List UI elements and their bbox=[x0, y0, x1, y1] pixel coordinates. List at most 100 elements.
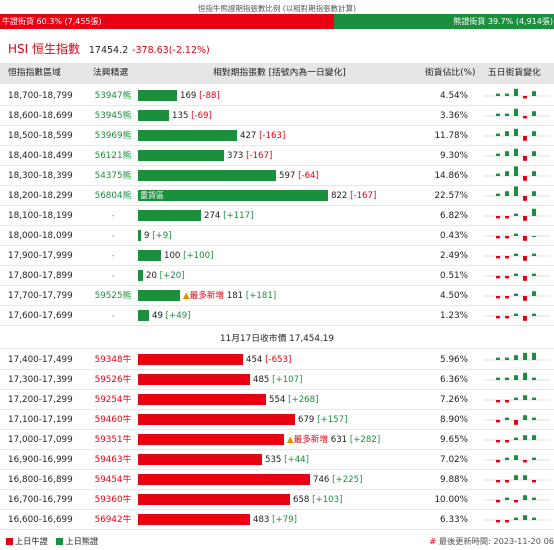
spark-bar bbox=[496, 400, 500, 403]
spark-bar bbox=[496, 480, 500, 483]
spark-bar bbox=[523, 352, 527, 360]
table-row: 16,600-16,699 56942牛 483 [+79] 6.33% bbox=[0, 510, 554, 530]
spark-bar bbox=[514, 213, 518, 216]
range-cell: 17,600-17,699 bbox=[8, 311, 73, 321]
spark-chart bbox=[484, 495, 550, 503]
spark-bar bbox=[532, 313, 536, 316]
warrant-code-link[interactable]: 59463牛 bbox=[94, 455, 132, 465]
five-day-spark bbox=[484, 206, 550, 226]
table-row: 16,900-16,999 59463牛 535 [+44] 7.02% bbox=[0, 450, 554, 470]
warrant-code-link[interactable]: 56804熊 bbox=[94, 191, 132, 201]
header-spark: 五日街貨變化 bbox=[488, 68, 541, 78]
warrant-code-link[interactable]: 56121熊 bbox=[94, 151, 132, 161]
share-pct: 22.57% bbox=[434, 191, 468, 201]
contract-bar bbox=[138, 494, 290, 505]
spark-bar bbox=[505, 151, 509, 156]
spark-bar bbox=[523, 96, 527, 99]
range-cell: 17,400-17,499 bbox=[8, 355, 73, 365]
ratio-title: 恒指牛熊證期指張數比例 (以相對期指張數計算) bbox=[197, 4, 357, 13]
spark-bar bbox=[514, 397, 518, 400]
warrant-code-link[interactable]: 59360牛 bbox=[94, 495, 132, 505]
share-pct: 7.26% bbox=[440, 395, 468, 405]
warrant-code-link[interactable]: 59351牛 bbox=[94, 435, 132, 445]
contract-value: 679 bbox=[298, 415, 318, 425]
warrant-code-link[interactable]: 53969熊 bbox=[94, 131, 132, 141]
five-day-spark bbox=[484, 106, 550, 126]
warrant-code-link[interactable]: 59254牛 bbox=[94, 395, 132, 405]
spark-chart bbox=[484, 515, 550, 523]
table-row: 17,800-17,899 - 20 [+20] 0.51% bbox=[0, 266, 554, 286]
spark-bar bbox=[505, 440, 509, 443]
last-update: # 最後更新時間: 2023-11-20 06 bbox=[429, 535, 554, 547]
five-day-spark bbox=[484, 450, 550, 470]
table-row: 18,100-18,199 - 274 [+117] 6.82% bbox=[0, 206, 554, 226]
share-pct: 6.33% bbox=[440, 515, 468, 525]
spark-bar bbox=[523, 176, 527, 181]
share-pct: 1.23% bbox=[440, 311, 468, 321]
update-hash: # bbox=[429, 536, 437, 546]
spark-bar bbox=[532, 497, 536, 500]
contract-label: ▲最多新增 181 [+181] bbox=[183, 286, 276, 306]
most-added-tag: ▲最多新增 bbox=[287, 435, 328, 445]
spark-bar bbox=[532, 377, 536, 380]
contract-change: [+268] bbox=[288, 395, 319, 405]
spark-bar bbox=[523, 136, 527, 141]
contract-change: [+49] bbox=[165, 311, 191, 321]
range-cell: 16,600-16,699 bbox=[8, 515, 73, 525]
warrant-code-link[interactable]: 59525熊 bbox=[94, 291, 132, 301]
contract-bar bbox=[138, 210, 201, 221]
legend-bear-label: 上日熊證 bbox=[65, 536, 99, 546]
contract-label: 9 [+9] bbox=[144, 226, 172, 246]
spark-bar bbox=[505, 191, 509, 196]
warrant-code-link: - bbox=[111, 311, 115, 321]
warrant-code-link[interactable]: 56942牛 bbox=[94, 515, 132, 525]
contract-value: 554 bbox=[269, 395, 289, 405]
spark-chart bbox=[484, 395, 550, 403]
spark-bar bbox=[514, 253, 518, 256]
range-cell: 17,900-17,999 bbox=[8, 251, 73, 261]
spark-bar bbox=[523, 116, 527, 119]
table-row: 17,000-17,099 59351牛 ▲最多新增 631 [+282] 9.65% bbox=[0, 430, 554, 450]
contract-change: [-653] bbox=[265, 355, 292, 365]
contract-change: [-167] bbox=[350, 191, 377, 201]
contract-bar bbox=[138, 434, 284, 445]
warrant-code-link[interactable]: 59460牛 bbox=[94, 415, 132, 425]
warrant-code-link[interactable]: 53947熊 bbox=[94, 91, 132, 101]
most-added-text: 最多新增 bbox=[189, 291, 224, 301]
warrant-code-link[interactable]: 53945熊 bbox=[94, 111, 132, 121]
contract-change: [+181] bbox=[245, 291, 277, 301]
table-row: 17,100-17,199 59460牛 679 [+157] 8.90% bbox=[0, 410, 554, 430]
contract-label: 427 [-163] bbox=[240, 126, 285, 146]
contract-label: 554 [+268] bbox=[269, 390, 318, 410]
table-row: 18,500-18,599 53969熊 427 [-163] 11.78% bbox=[0, 126, 554, 146]
spark-bar bbox=[496, 357, 500, 360]
warrant-code-link[interactable]: 59348牛 bbox=[94, 355, 132, 365]
table-row: 16,800-16,899 59454牛 746 [+225] 9.88% bbox=[0, 470, 554, 490]
spark-bar bbox=[496, 460, 500, 463]
spark-bar bbox=[523, 372, 527, 380]
header-pct: 街貨佔比(%) bbox=[425, 68, 476, 78]
spark-bar bbox=[532, 208, 536, 216]
contract-bar bbox=[138, 170, 276, 181]
spark-bar bbox=[532, 435, 536, 440]
spark-bar bbox=[505, 400, 509, 403]
spark-bar bbox=[532, 253, 536, 256]
warrant-code-link[interactable]: 59526牛 bbox=[94, 375, 132, 385]
warrant-code-link[interactable]: 54375熊 bbox=[94, 171, 132, 181]
spark-chart bbox=[484, 166, 550, 181]
table-row: 18,600-18,699 53945熊 135 [-69] 3.36% bbox=[0, 106, 554, 126]
spark-chart bbox=[484, 186, 550, 201]
contract-value: 49 bbox=[152, 311, 166, 321]
table-row: 17,700-17,799 59525熊 ▲最多新增 181 [+181] 4.50% bbox=[0, 286, 554, 306]
contract-bar bbox=[138, 454, 262, 465]
spark-bar bbox=[514, 88, 518, 96]
spark-bar bbox=[505, 216, 509, 219]
spark-bar bbox=[496, 520, 500, 523]
five-day-spark bbox=[484, 186, 550, 206]
spark-chart bbox=[484, 233, 550, 241]
spark-bar bbox=[532, 397, 536, 400]
warrant-code-link[interactable]: 59454牛 bbox=[94, 475, 132, 485]
share-pct: 0.51% bbox=[440, 271, 468, 281]
contract-change: [+157] bbox=[317, 415, 348, 425]
contract-label: 485 [+107] bbox=[253, 370, 302, 390]
